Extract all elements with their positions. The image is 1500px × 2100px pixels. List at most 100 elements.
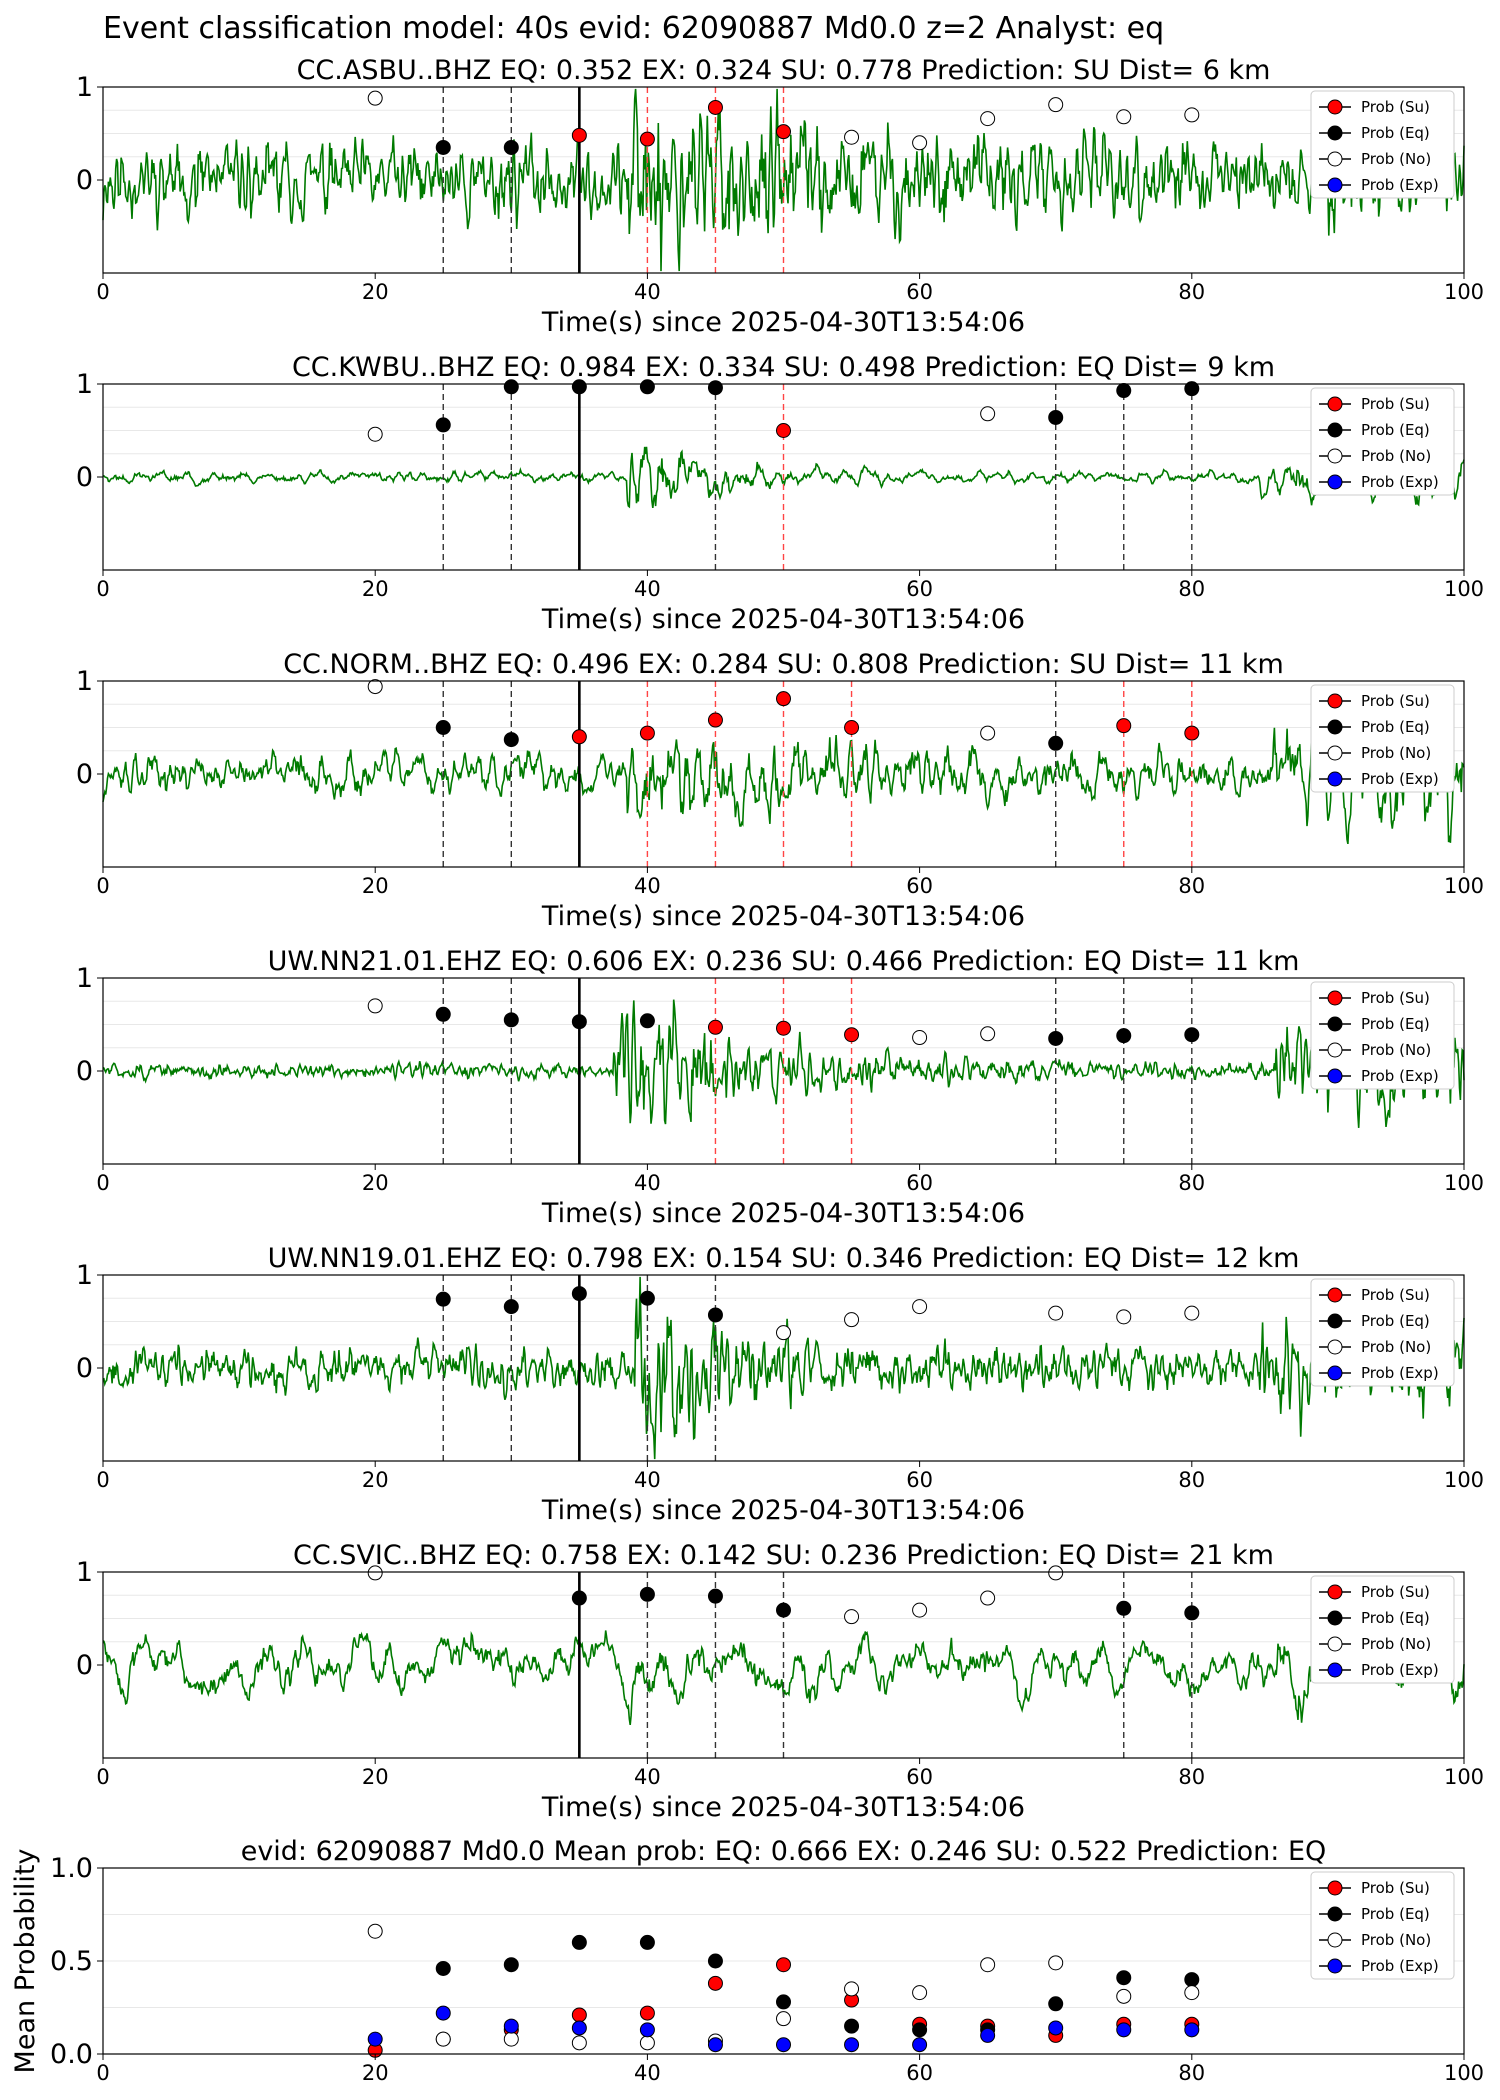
xtick-label-2-1: 20 <box>362 874 389 898</box>
mean-point-eq-9 <box>1048 1996 1064 2012</box>
mean-point-eq-11 <box>1184 1972 1200 1988</box>
legend-marker-su <box>1327 1584 1343 1600</box>
prob-point-no-1-7 <box>980 406 996 422</box>
xtick-label-6-0: 0 <box>96 2061 109 2085</box>
prob-point-su-3-5 <box>707 1019 723 1035</box>
legend-label-su: Prob (Su) <box>1361 1879 1430 1897</box>
xtick-label-1-5: 100 <box>1444 577 1484 601</box>
mean-point-su-6 <box>776 1957 791 1973</box>
xtick-label-5-1: 20 <box>362 1765 389 1789</box>
prob-point-no-5-0 <box>367 1565 383 1581</box>
ytick-label-1-0: 0 <box>76 462 93 493</box>
prob-point-eq-4-1 <box>503 1299 519 1315</box>
xtick-label-3-5: 100 <box>1444 1171 1484 1195</box>
legend-marker-su <box>1327 1880 1343 1896</box>
xtick-label-1-3: 60 <box>906 577 933 601</box>
xtick-label-4-5: 100 <box>1444 1468 1484 1492</box>
legend-label-exp: Prob (Exp) <box>1361 1957 1439 1975</box>
legend-marker-eq <box>1327 125 1343 141</box>
prob-point-eq-1-4 <box>639 379 655 395</box>
prob-point-eq-3-4 <box>639 1013 655 1029</box>
mean-point-eq-2 <box>571 1934 587 1950</box>
legend-label-su: Prob (Su) <box>1361 395 1430 413</box>
prob-point-eq-3-11 <box>1116 1028 1132 1044</box>
prob-point-eq-5-10 <box>1184 1605 1200 1621</box>
xtick-label-2-2: 40 <box>634 874 661 898</box>
legend-marker-no <box>1327 745 1343 761</box>
mean-point-exp-7 <box>844 2037 860 2053</box>
legend-label-exp: Prob (Exp) <box>1361 1364 1439 1382</box>
prob-point-su-0-3 <box>571 127 587 143</box>
prob-point-no-4-8 <box>1048 1305 1064 1321</box>
prob-point-eq-1-5 <box>707 380 723 396</box>
prob-point-no-4-5 <box>776 1325 791 1341</box>
panel-title-4: UW.NN19.01.EHZ EQ: 0.798 EX: 0.154 SU: 0… <box>268 1243 1300 1274</box>
prob-point-no-0-8 <box>912 135 928 151</box>
mean-point-eq-7 <box>912 2022 928 2038</box>
xtick-label-5-4: 80 <box>1178 1765 1205 1789</box>
mean-point-exp-6 <box>776 2037 791 2053</box>
prob-point-su-2-4 <box>639 725 655 741</box>
xtick-label-5-0: 0 <box>96 1765 109 1789</box>
prob-point-no-2-0 <box>367 679 383 695</box>
legend-marker-su <box>1327 990 1343 1006</box>
prob-point-eq-0-1 <box>435 139 451 155</box>
prob-point-su-2-5 <box>707 712 723 728</box>
panel-title-0: CC.ASBU..BHZ EQ: 0.352 EX: 0.324 SU: 0.7… <box>297 55 1271 86</box>
ytick-label-6-1: 0.5 <box>50 1946 93 1977</box>
xtick-label-1-1: 20 <box>362 577 389 601</box>
prob-point-eq-4-4 <box>707 1307 723 1323</box>
legend-marker-no <box>1327 448 1343 464</box>
waveform-1 <box>102 443 1465 509</box>
legend-label-eq: Prob (Eq) <box>1361 718 1430 736</box>
legend-label-su: Prob (Su) <box>1361 1583 1430 1601</box>
xtick-label-1-0: 0 <box>96 577 109 601</box>
mean-point-su-5 <box>707 1975 723 1991</box>
prob-point-no-4-9 <box>1116 1309 1132 1325</box>
mean-point-no-8 <box>912 1985 928 2001</box>
prob-point-eq-3-2 <box>503 1012 519 1028</box>
mean-point-no-6 <box>776 2011 791 2027</box>
legend-label-eq: Prob (Eq) <box>1361 1609 1430 1627</box>
xtick-label-2-0: 0 <box>96 874 109 898</box>
mean-point-exp-10 <box>1048 2020 1064 2036</box>
prob-point-eq-2-9 <box>1048 735 1064 751</box>
mean-point-exp-12 <box>1184 2022 1200 2038</box>
panel-title-6: evid: 62090887 Md0.0 Mean prob: EQ: 0.66… <box>241 1836 1327 1867</box>
prob-point-su-2-7 <box>844 720 860 735</box>
legend-marker-no <box>1327 151 1343 167</box>
prob-point-eq-5-2 <box>639 1586 655 1602</box>
legend-marker-eq <box>1327 719 1343 735</box>
legend-label-eq: Prob (Eq) <box>1361 124 1430 142</box>
xtick-label-3-0: 0 <box>96 1171 109 1195</box>
prob-point-no-5-7 <box>980 1590 996 1606</box>
prob-point-su-2-3 <box>571 729 587 745</box>
mean-point-exp-1 <box>435 2005 451 2021</box>
xlabel-0: Time(s) since 2025-04-30T13:54:06 <box>541 307 1025 338</box>
xtick-label-0-0: 0 <box>96 280 109 304</box>
mean-point-no-4 <box>639 2035 655 2051</box>
xtick-label-4-3: 60 <box>906 1468 933 1492</box>
legend-box-0 <box>1310 90 1455 199</box>
mean-point-exp-5 <box>707 2037 723 2053</box>
xtick-label-0-4: 80 <box>1178 280 1205 304</box>
xtick-label-0-5: 100 <box>1444 280 1484 304</box>
xtick-label-6-3: 60 <box>906 2061 933 2085</box>
legend-marker-exp <box>1327 1662 1343 1678</box>
xtick-label-1-2: 40 <box>634 577 661 601</box>
mean-point-exp-8 <box>912 2037 928 2053</box>
prob-point-eq-1-2 <box>503 379 519 395</box>
legend-label-su: Prob (Su) <box>1361 692 1430 710</box>
xtick-label-3-1: 20 <box>362 1171 389 1195</box>
xtick-label-4-0: 0 <box>96 1468 109 1492</box>
ytick-label-2-0: 0 <box>76 759 93 790</box>
xtick-label-4-4: 80 <box>1178 1468 1205 1492</box>
legend-label-exp: Prob (Exp) <box>1361 473 1439 491</box>
ytick-label-6-2: 1.0 <box>50 1853 93 1884</box>
legend-box-4 <box>1310 1278 1455 1387</box>
prob-point-eq-3-1 <box>435 1006 451 1022</box>
mean-point-eq-4 <box>707 1953 723 1969</box>
prob-point-no-3-0 <box>367 998 383 1014</box>
legend-marker-eq <box>1327 1906 1343 1922</box>
